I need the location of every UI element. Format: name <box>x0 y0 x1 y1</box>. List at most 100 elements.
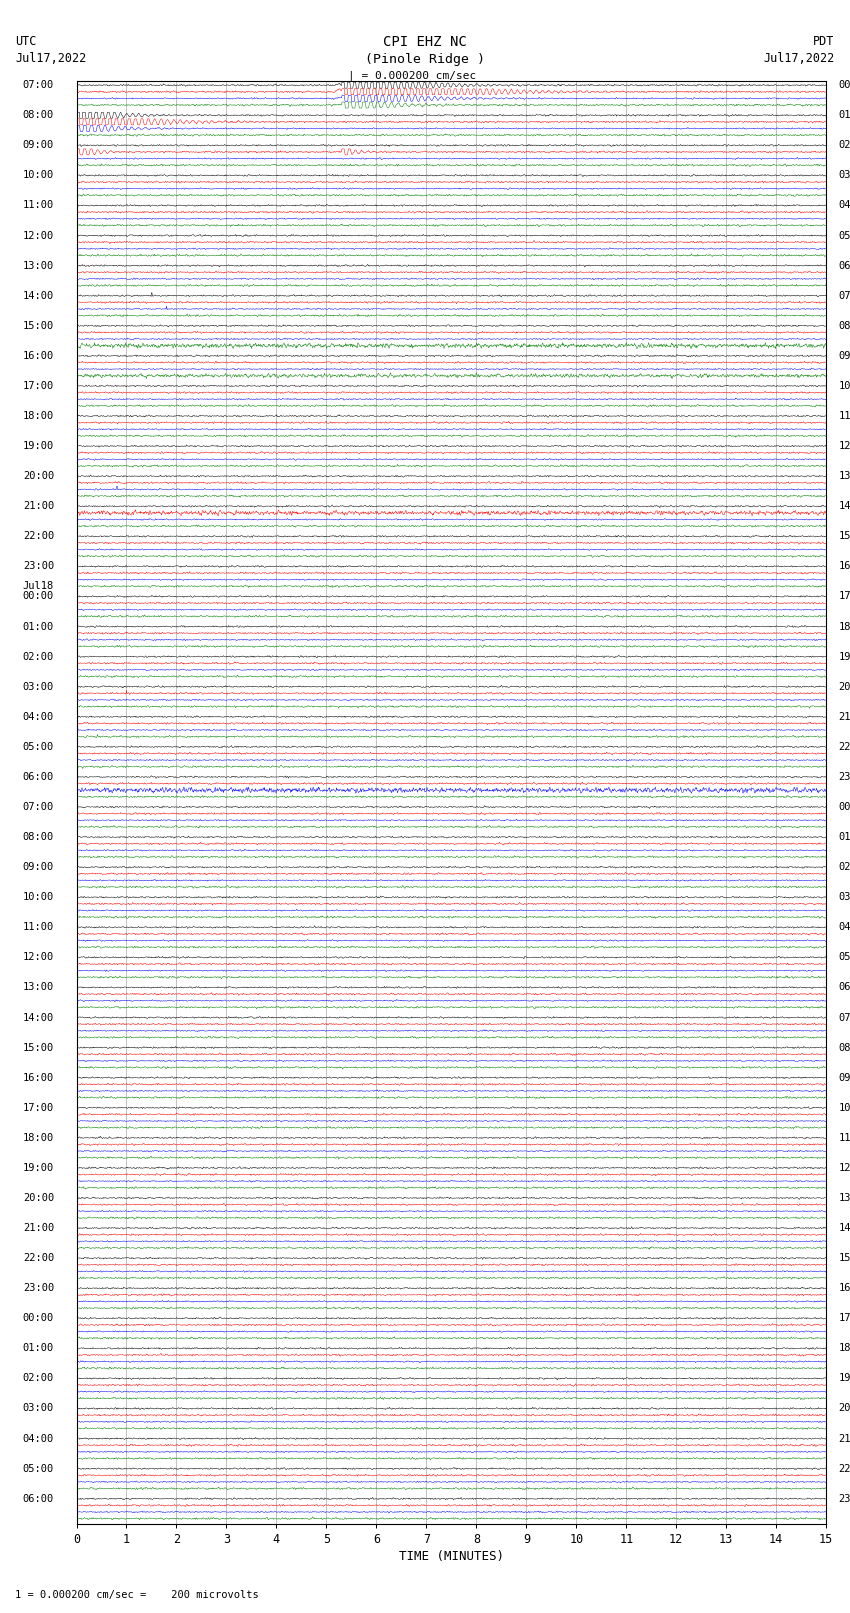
Text: 06:15: 06:15 <box>839 982 850 992</box>
Text: 01:15: 01:15 <box>839 110 850 121</box>
Text: 15:00: 15:00 <box>23 321 54 331</box>
Text: 08:15: 08:15 <box>839 321 850 331</box>
Text: 12:00: 12:00 <box>23 231 54 240</box>
Text: 08:00: 08:00 <box>23 110 54 121</box>
Text: 05:15: 05:15 <box>839 231 850 240</box>
Text: 09:00: 09:00 <box>23 140 54 150</box>
Text: 10:00: 10:00 <box>23 892 54 902</box>
Text: 15:15: 15:15 <box>839 531 850 542</box>
Text: 23:00: 23:00 <box>23 1284 54 1294</box>
Text: 09:00: 09:00 <box>23 861 54 873</box>
Text: 20:15: 20:15 <box>839 682 850 692</box>
Text: 23:00: 23:00 <box>23 561 54 571</box>
Text: 01:15: 01:15 <box>839 832 850 842</box>
Text: | = 0.000200 cm/sec: | = 0.000200 cm/sec <box>348 71 476 82</box>
Text: 02:00: 02:00 <box>23 1373 54 1384</box>
Text: 18:15: 18:15 <box>839 621 850 632</box>
Text: 19:15: 19:15 <box>839 652 850 661</box>
Text: 17:00: 17:00 <box>23 381 54 390</box>
Text: 13:00: 13:00 <box>23 261 54 271</box>
Text: 04:00: 04:00 <box>23 711 54 721</box>
Text: 12:15: 12:15 <box>839 440 850 452</box>
Text: 00:00: 00:00 <box>23 592 54 602</box>
Text: 05:15: 05:15 <box>839 952 850 963</box>
Text: 12:00: 12:00 <box>23 952 54 963</box>
Text: 13:00: 13:00 <box>23 982 54 992</box>
Text: 14:15: 14:15 <box>839 1223 850 1232</box>
Text: 13:15: 13:15 <box>839 1194 850 1203</box>
Text: 20:15: 20:15 <box>839 1403 850 1413</box>
Text: 22:15: 22:15 <box>839 1463 850 1474</box>
Text: 20:00: 20:00 <box>23 471 54 481</box>
Text: 00:00: 00:00 <box>23 1313 54 1323</box>
Text: 08:00: 08:00 <box>23 832 54 842</box>
Text: 10:15: 10:15 <box>839 1103 850 1113</box>
Text: 22:15: 22:15 <box>839 742 850 752</box>
Text: 15:00: 15:00 <box>23 1042 54 1053</box>
Text: 07:15: 07:15 <box>839 1013 850 1023</box>
Text: Jul18: Jul18 <box>23 581 54 590</box>
Text: 14:00: 14:00 <box>23 290 54 300</box>
Text: PDT: PDT <box>813 35 835 48</box>
Text: 18:00: 18:00 <box>23 1132 54 1144</box>
Text: 09:15: 09:15 <box>839 1073 850 1082</box>
Text: 01:00: 01:00 <box>23 621 54 632</box>
X-axis label: TIME (MINUTES): TIME (MINUTES) <box>399 1550 504 1563</box>
Text: (Pinole Ridge ): (Pinole Ridge ) <box>365 53 485 66</box>
Text: 19:00: 19:00 <box>23 440 54 452</box>
Text: 00:15: 00:15 <box>839 802 850 811</box>
Text: 10:00: 10:00 <box>23 171 54 181</box>
Text: 02:15: 02:15 <box>839 861 850 873</box>
Text: 16:15: 16:15 <box>839 561 850 571</box>
Text: 16:00: 16:00 <box>23 352 54 361</box>
Text: 17:15: 17:15 <box>839 592 850 602</box>
Text: 11:00: 11:00 <box>23 200 54 210</box>
Text: Jul17,2022: Jul17,2022 <box>15 52 87 65</box>
Text: 08:15: 08:15 <box>839 1042 850 1053</box>
Text: 05:00: 05:00 <box>23 1463 54 1474</box>
Text: 11:00: 11:00 <box>23 923 54 932</box>
Text: 05:00: 05:00 <box>23 742 54 752</box>
Text: 19:00: 19:00 <box>23 1163 54 1173</box>
Text: 04:15: 04:15 <box>839 200 850 210</box>
Text: 09:15: 09:15 <box>839 352 850 361</box>
Text: 11:15: 11:15 <box>839 1132 850 1144</box>
Text: 11:15: 11:15 <box>839 411 850 421</box>
Text: 16:15: 16:15 <box>839 1284 850 1294</box>
Text: 12:15: 12:15 <box>839 1163 850 1173</box>
Text: 15:15: 15:15 <box>839 1253 850 1263</box>
Text: 04:15: 04:15 <box>839 923 850 932</box>
Text: 10:15: 10:15 <box>839 381 850 390</box>
Text: 03:00: 03:00 <box>23 1403 54 1413</box>
Text: 03:15: 03:15 <box>839 171 850 181</box>
Text: 16:00: 16:00 <box>23 1073 54 1082</box>
Text: 17:15: 17:15 <box>839 1313 850 1323</box>
Text: 06:15: 06:15 <box>839 261 850 271</box>
Text: 18:15: 18:15 <box>839 1344 850 1353</box>
Text: Jul17,2022: Jul17,2022 <box>763 52 835 65</box>
Text: 14:00: 14:00 <box>23 1013 54 1023</box>
Text: CPI EHZ NC: CPI EHZ NC <box>383 35 467 50</box>
Text: 23:15: 23:15 <box>839 773 850 782</box>
Text: 14:15: 14:15 <box>839 502 850 511</box>
Text: 13:15: 13:15 <box>839 471 850 481</box>
Text: 02:00: 02:00 <box>23 652 54 661</box>
Text: 01:00: 01:00 <box>23 1344 54 1353</box>
Text: 03:15: 03:15 <box>839 892 850 902</box>
Text: 21:15: 21:15 <box>839 711 850 721</box>
Text: 06:00: 06:00 <box>23 1494 54 1503</box>
Text: 21:15: 21:15 <box>839 1434 850 1444</box>
Text: 21:00: 21:00 <box>23 502 54 511</box>
Text: 00:15: 00:15 <box>839 81 850 90</box>
Text: 17:00: 17:00 <box>23 1103 54 1113</box>
Text: 23:15: 23:15 <box>839 1494 850 1503</box>
Text: UTC: UTC <box>15 35 37 48</box>
Text: 03:00: 03:00 <box>23 682 54 692</box>
Text: 02:15: 02:15 <box>839 140 850 150</box>
Text: 20:00: 20:00 <box>23 1194 54 1203</box>
Text: 21:00: 21:00 <box>23 1223 54 1232</box>
Text: 1 = 0.000200 cm/sec =    200 microvolts: 1 = 0.000200 cm/sec = 200 microvolts <box>15 1590 259 1600</box>
Text: 07:15: 07:15 <box>839 290 850 300</box>
Text: 22:00: 22:00 <box>23 1253 54 1263</box>
Text: 18:00: 18:00 <box>23 411 54 421</box>
